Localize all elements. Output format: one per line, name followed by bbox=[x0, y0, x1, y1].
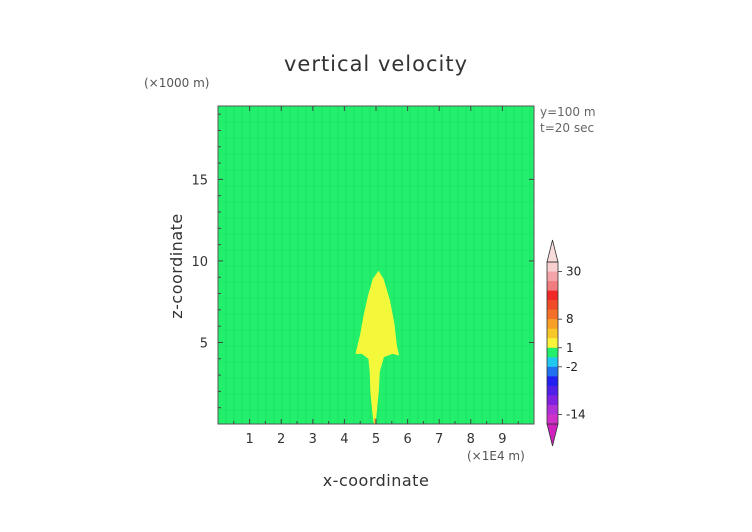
colorbar-tick-label: 30 bbox=[566, 265, 581, 279]
colorbar-top-cap bbox=[546, 239, 559, 263]
colorbar-level bbox=[547, 328, 558, 339]
colorbar-tick-label: -14 bbox=[566, 407, 586, 421]
colorbar-frame bbox=[546, 261, 559, 425]
colorbar-level bbox=[547, 338, 558, 349]
colorbar-level bbox=[547, 262, 558, 272]
x-tick-label: 3 bbox=[309, 432, 317, 447]
x-tick-label: 5 bbox=[372, 432, 380, 447]
x-tick-label: 7 bbox=[435, 432, 443, 447]
info-line-y: y=100 m bbox=[540, 105, 596, 119]
x-unit-label: (×1E4 m) bbox=[467, 449, 525, 463]
colorbar-tick-label: 8 bbox=[566, 312, 574, 326]
chart-title: vertical velocity bbox=[284, 52, 468, 76]
colorbar-level bbox=[547, 281, 558, 291]
plot-area bbox=[217, 105, 535, 425]
y-tick-label: 5 bbox=[200, 336, 208, 351]
updraft-region bbox=[355, 270, 400, 424]
colorbar-level bbox=[547, 271, 558, 282]
colorbar-level bbox=[547, 404, 558, 415]
colorbar-bottom-cap bbox=[546, 423, 559, 447]
y-axis-ticks: 5 10 15 bbox=[191, 113, 534, 409]
colorbar-level bbox=[547, 357, 558, 368]
y-axis-label: z-coordinate bbox=[167, 213, 186, 319]
colorbar-level bbox=[547, 300, 558, 310]
x-tick-label: 6 bbox=[403, 432, 411, 447]
x-tick-label: 1 bbox=[245, 432, 253, 447]
info-line-t: t=20 sec bbox=[540, 121, 594, 135]
y-tick-label: 15 bbox=[191, 173, 208, 188]
colorbar-level bbox=[547, 347, 558, 358]
x-axis-label: x-coordinate bbox=[323, 471, 430, 490]
y-tick-label: 10 bbox=[191, 255, 208, 270]
colorbar-level bbox=[547, 309, 558, 320]
colorbar-level bbox=[547, 414, 558, 425]
colorbar-level bbox=[547, 290, 558, 301]
x-tick-label: 2 bbox=[277, 432, 285, 447]
colorbar-level bbox=[547, 385, 558, 396]
colorbar: 30 8 1 -2 -14 bbox=[546, 239, 586, 447]
x-tick-label: 8 bbox=[467, 432, 475, 447]
colorbar-level bbox=[547, 319, 558, 330]
colorbar-level bbox=[547, 395, 558, 406]
colorbar-tick-label: -2 bbox=[566, 360, 578, 374]
colorbar-level bbox=[547, 366, 558, 377]
y-unit-label: (×1000 m) bbox=[144, 76, 209, 90]
x-axis-ticks: 1 2 3 4 5 6 7 8 9 bbox=[233, 106, 519, 447]
x-tick-label: 9 bbox=[498, 432, 506, 447]
colorbar-tick-label: 1 bbox=[566, 341, 574, 355]
colorbar-level bbox=[547, 376, 558, 387]
x-tick-label: 4 bbox=[340, 432, 348, 447]
